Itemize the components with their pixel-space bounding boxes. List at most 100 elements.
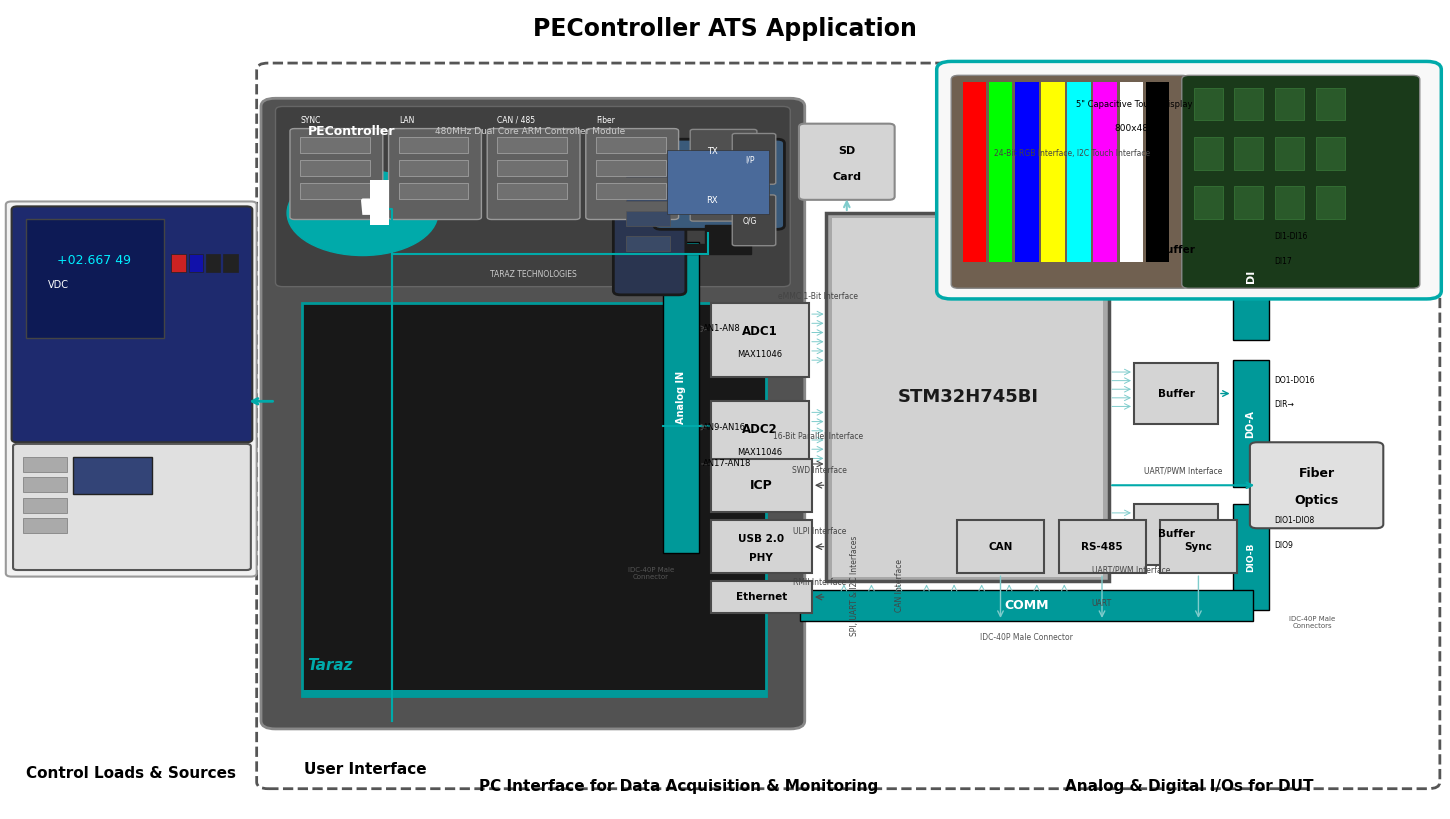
FancyBboxPatch shape	[690, 129, 757, 172]
Bar	[300, 183, 370, 199]
Bar	[686, 244, 751, 254]
Text: COMM: COMM	[1005, 599, 1048, 612]
Text: 480MHz Dual Core ARM Controller Module: 480MHz Dual Core ARM Controller Module	[435, 127, 625, 135]
Text: IDC-40P Male
Connectors: IDC-40P Male Connectors	[1289, 616, 1335, 629]
Bar	[26, 219, 164, 338]
Bar	[1275, 137, 1304, 170]
Text: I/P: I/P	[745, 156, 754, 164]
Text: Card: Card	[832, 172, 861, 182]
Text: ADC2: ADC2	[742, 423, 777, 436]
Bar	[1015, 82, 1038, 262]
Bar	[23, 498, 67, 513]
FancyBboxPatch shape	[732, 133, 776, 184]
Text: ☛: ☛	[358, 192, 390, 226]
Text: TX: TX	[706, 147, 718, 156]
Text: 5" Capacitive Touch Display: 5" Capacitive Touch Display	[1076, 100, 1193, 109]
Bar	[800, 590, 1253, 621]
Bar	[1234, 186, 1263, 219]
Bar	[667, 150, 768, 214]
Text: Analog & Digital I/Os for DUT: Analog & Digital I/Os for DUT	[1064, 779, 1314, 794]
Bar	[1193, 88, 1222, 120]
Text: AN1-AN8: AN1-AN8	[703, 324, 741, 333]
Bar	[957, 520, 1044, 573]
Text: Buffer: Buffer	[1157, 388, 1195, 399]
FancyBboxPatch shape	[1182, 75, 1420, 288]
FancyBboxPatch shape	[690, 179, 757, 221]
Text: UART/PWM Interface: UART/PWM Interface	[1092, 566, 1170, 575]
Bar	[963, 82, 986, 262]
Bar	[1275, 186, 1304, 219]
Bar	[1067, 82, 1090, 262]
Text: SYNC: SYNC	[300, 116, 320, 124]
Text: User Interface: User Interface	[304, 762, 428, 777]
Text: DI17: DI17	[1275, 257, 1292, 265]
Text: LAN: LAN	[399, 116, 415, 124]
Bar	[705, 225, 734, 246]
Text: DI: DI	[1246, 269, 1256, 283]
FancyBboxPatch shape	[290, 129, 383, 219]
FancyBboxPatch shape	[732, 195, 776, 246]
Text: Sync: Sync	[1185, 541, 1212, 552]
FancyBboxPatch shape	[12, 206, 252, 442]
Bar	[826, 213, 1109, 581]
Text: eMMC 1-Bit Interface: eMMC 1-Bit Interface	[777, 292, 858, 301]
FancyBboxPatch shape	[586, 129, 679, 219]
Bar	[596, 160, 666, 176]
Text: Buffer: Buffer	[1157, 529, 1195, 540]
Text: SWD Interface: SWD Interface	[792, 466, 847, 475]
Bar	[1315, 88, 1344, 120]
Bar	[626, 187, 670, 201]
FancyBboxPatch shape	[1024, 83, 1246, 151]
FancyBboxPatch shape	[654, 139, 784, 229]
Text: UART/PWM Interface: UART/PWM Interface	[1144, 466, 1222, 475]
Text: Optics: Optics	[1295, 495, 1338, 507]
Text: ADC1: ADC1	[742, 324, 777, 337]
Bar	[171, 254, 186, 272]
Bar	[1193, 137, 1222, 170]
Text: SD: SD	[838, 147, 855, 156]
Text: CAN / 485: CAN / 485	[497, 116, 535, 124]
Bar	[626, 211, 670, 226]
Text: AN17-AN18: AN17-AN18	[703, 459, 751, 468]
Text: TARAZ TECHNOLOGIES: TARAZ TECHNOLOGIES	[490, 270, 576, 278]
FancyBboxPatch shape	[613, 147, 686, 295]
FancyBboxPatch shape	[276, 106, 790, 287]
Text: PHY: PHY	[750, 554, 773, 563]
FancyBboxPatch shape	[261, 98, 805, 729]
Text: USB 2.0: USB 2.0	[738, 534, 784, 544]
Bar	[710, 303, 809, 377]
Bar	[302, 303, 766, 696]
Text: AN9-AN16: AN9-AN16	[703, 423, 747, 432]
Text: PC Interface for Data Acquisition & Monitoring: PC Interface for Data Acquisition & Moni…	[478, 779, 879, 794]
Text: CAN: CAN	[989, 541, 1012, 552]
Bar	[626, 162, 670, 177]
Bar	[1134, 504, 1218, 565]
Bar	[1193, 186, 1222, 219]
FancyBboxPatch shape	[937, 61, 1441, 299]
Bar	[497, 137, 567, 153]
Text: MAX11046: MAX11046	[737, 449, 783, 457]
Text: 24-Bit RGB Interface, I2C Touch Interface: 24-Bit RGB Interface, I2C Touch Interfac…	[995, 150, 1150, 158]
Bar	[710, 401, 809, 475]
Bar	[23, 477, 67, 492]
Bar	[23, 518, 67, 533]
Text: SPI, UART & I2C Interfaces: SPI, UART & I2C Interfaces	[850, 536, 860, 636]
Bar	[278, 108, 787, 161]
FancyBboxPatch shape	[487, 129, 580, 219]
Bar	[1160, 520, 1237, 573]
Text: DI1-DI16: DI1-DI16	[1275, 233, 1308, 241]
Text: DIR→: DIR→	[1275, 400, 1295, 409]
FancyBboxPatch shape	[1250, 442, 1383, 528]
Text: 16-Bit Parallel Interface: 16-Bit Parallel Interface	[773, 432, 863, 441]
Bar	[1275, 88, 1304, 120]
Text: RS-485: RS-485	[1082, 541, 1122, 552]
Text: Control Loads & Sources: Control Loads & Sources	[26, 767, 235, 781]
Bar	[23, 457, 67, 472]
Bar	[1093, 82, 1116, 262]
Bar	[1232, 504, 1269, 610]
Bar	[223, 254, 238, 272]
Bar	[1041, 82, 1064, 262]
Bar	[1234, 137, 1263, 170]
Bar	[1232, 213, 1269, 340]
Text: Ethernet: Ethernet	[735, 592, 787, 602]
